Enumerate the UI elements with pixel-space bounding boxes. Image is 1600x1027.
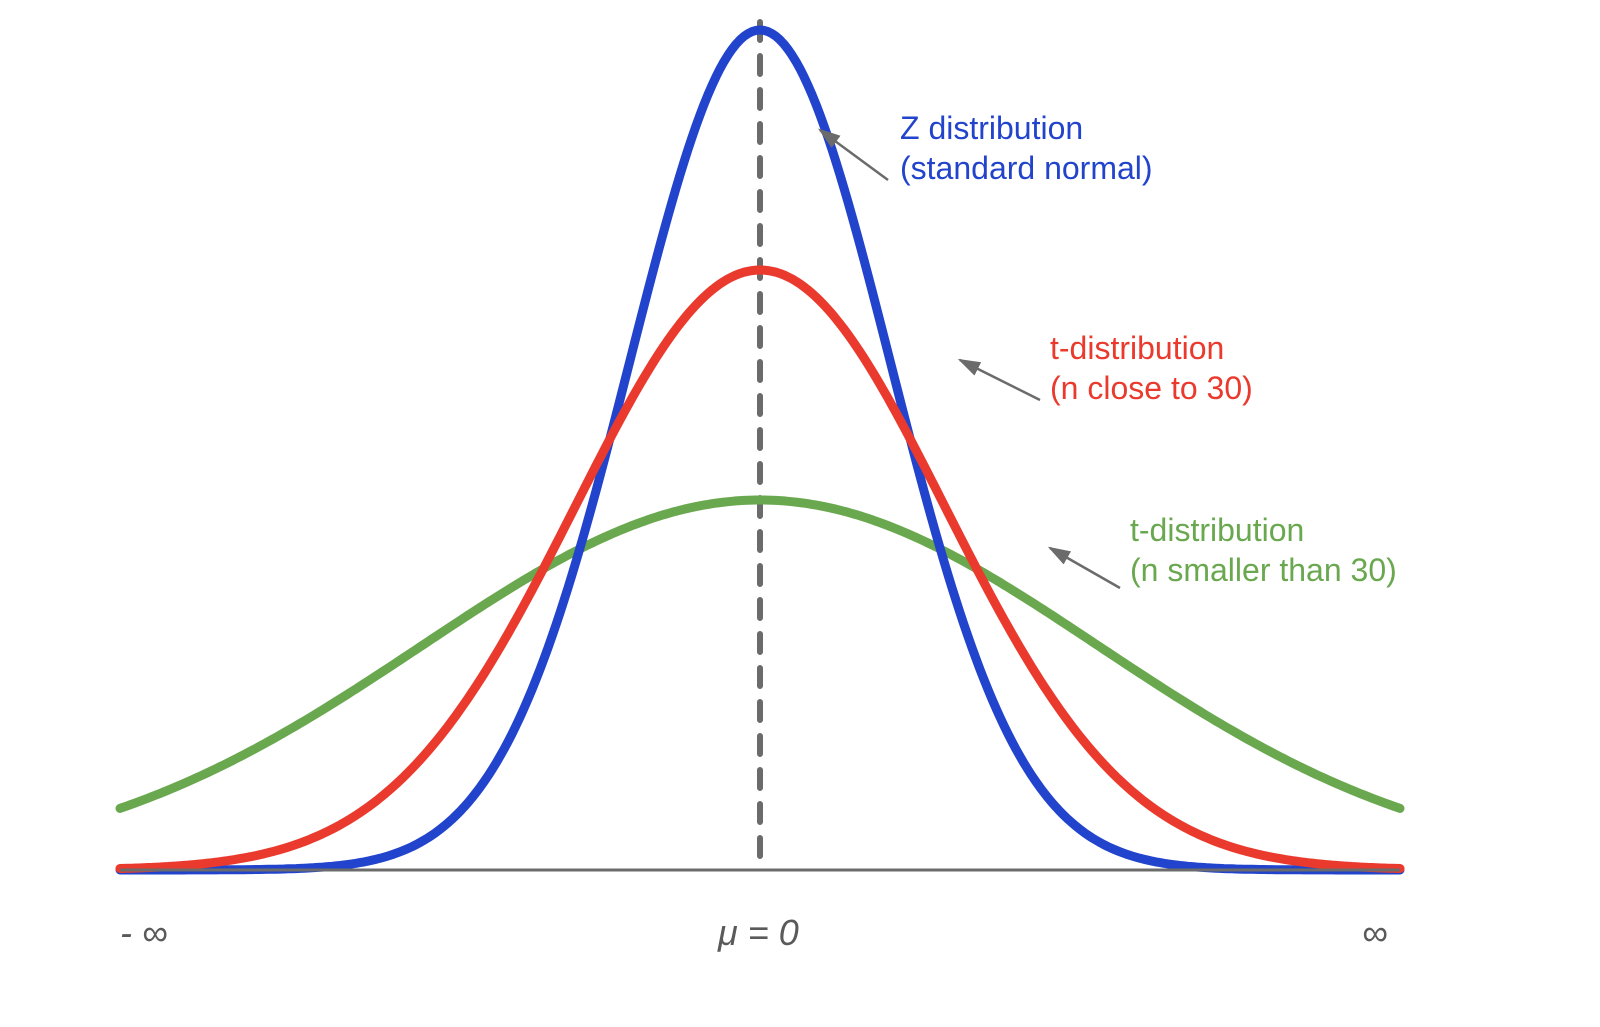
distribution-chart: - ∞ μ = 0 ∞ Z distribution (standard nor… [0, 0, 1600, 1027]
axis-label-left: - ∞ [120, 912, 168, 954]
annotation-ts-line1: t-distribution [1130, 512, 1304, 548]
annotation-t-near30: t-distribution (n close to 30) [1050, 328, 1253, 408]
annotation-t30-line1: t-distribution [1050, 330, 1224, 366]
annotation-ts-line2: (n smaller than 30) [1130, 552, 1397, 588]
annotation-t30-line2: (n close to 30) [1050, 370, 1253, 406]
axis-label-center: μ = 0 [718, 912, 799, 954]
axis-label-right: ∞ [1362, 912, 1388, 954]
annotation-z-line2: (standard normal) [900, 150, 1153, 186]
annotation-z-distribution: Z distribution (standard normal) [900, 108, 1153, 188]
annotation-z-line1: Z distribution [900, 110, 1083, 146]
annotation-arrow [960, 360, 1040, 400]
annotation-t-small: t-distribution (n smaller than 30) [1130, 510, 1397, 590]
annotation-arrow [1050, 548, 1120, 588]
